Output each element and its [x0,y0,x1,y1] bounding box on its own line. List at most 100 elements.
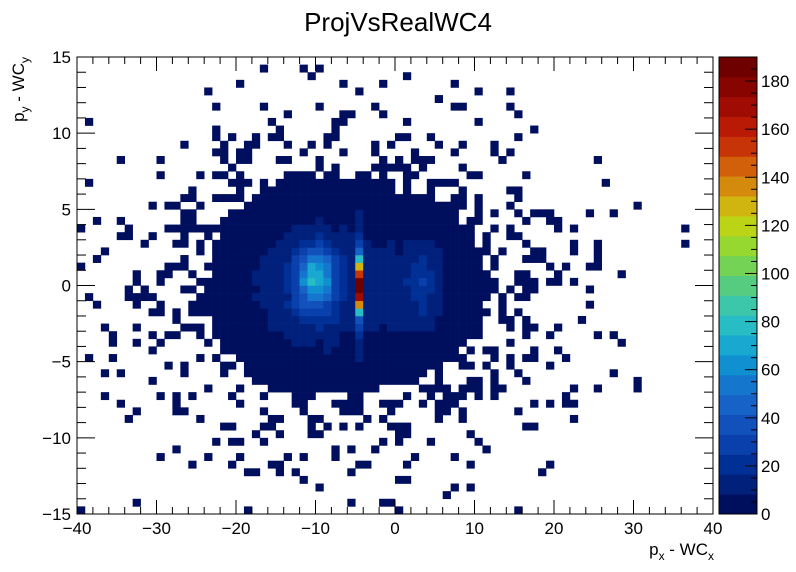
heatmap-cell [259,361,269,370]
heatmap-cell [228,346,237,355]
heatmap-cell [379,308,388,317]
heatmap-cell [482,247,491,256]
heatmap-cell [522,239,531,248]
heatmap-cell [426,216,436,225]
heatmap-cell [259,277,269,286]
heatmap-cell [363,247,372,256]
heatmap-cell [514,506,523,515]
heatmap-cell [236,453,245,461]
heatmap-cell [331,239,340,248]
heatmap-cell [283,361,292,370]
heatmap-cell [188,186,197,195]
y-axis-ticks: −15 −10 −5 0 5 10 15 [42,48,713,524]
heatmap-cell [371,194,380,203]
heatmap-cell [418,270,428,279]
colorbar [718,56,758,515]
heatmap-cell [450,293,459,302]
heatmap-cell [522,422,531,431]
heatmap-cell [156,392,165,401]
heatmap-cell [466,224,475,233]
heatmap-cell [585,285,595,294]
heatmap-cell [355,239,364,248]
heatmap-cell [156,270,165,279]
heatmap-cell [331,270,340,279]
heatmap-cell [355,171,364,180]
heatmap-cell [267,232,277,241]
heatmap-cell [77,262,86,271]
heatmap-cell [243,300,253,309]
heatmap-cell [251,331,261,340]
heatmap-cell [442,239,451,248]
heatmap-cell [267,224,277,233]
heatmap-cell [220,232,229,241]
colorbar-segment [719,255,757,276]
heatmap-cell [307,277,316,286]
heatmap-cell [450,285,459,294]
heatmap-cell [108,331,118,340]
heatmap-cell [355,384,364,393]
heatmap-cell [220,323,229,332]
heatmap-cell [379,293,388,302]
heatmap-cell [275,468,284,477]
heatmap-cell [307,171,316,180]
heatmap-cell [236,232,245,241]
heatmap-cell [164,361,173,370]
x-tick-label: −20 [222,519,251,538]
heatmap-cell [395,315,404,324]
heatmap-cell [172,239,181,248]
heatmap-cell [442,293,451,302]
heatmap-cell [220,156,229,164]
heatmap-cell [228,133,237,142]
heatmap-cell [434,277,443,286]
heatmap-cell [514,270,523,279]
heatmap-cell [299,216,308,225]
heatmap-cell [220,171,229,180]
heatmap-cell [387,255,396,263]
colorbar-segment [719,414,757,435]
heatmap-cell [395,293,404,302]
heatmap-cell [251,201,261,210]
heatmap-cell [315,346,324,355]
heatmap-cell [339,285,348,294]
heatmap-cell [116,156,125,164]
heatmap-cell [315,216,324,225]
chart-title: ProjVsRealWC4 [304,7,492,37]
heatmap-cell [283,354,292,362]
heatmap-cell [466,384,475,393]
heatmap-cell [243,361,253,370]
heatmap-cell [236,194,245,203]
heatmap-cell [379,498,388,507]
x-tick-label: 0 [390,519,399,538]
x-axis-ticks: −40 −30 −20 −10 0 10 20 30 40 [63,57,722,538]
heatmap-cell [442,491,451,500]
heatmap-cell [442,216,451,225]
heatmap-cell [355,422,364,431]
heatmap-cell [458,300,467,309]
heatmap-cell [315,262,324,271]
heatmap-cell [355,255,364,263]
heatmap-cell [196,201,205,210]
heatmap-cell [283,453,292,461]
heatmap-cell [450,338,459,347]
heatmap-cell [442,255,451,263]
heatmap-cell [291,178,300,187]
heatmap-cell [482,293,491,302]
heatmap-cell [522,285,531,294]
heatmap-cell [236,270,245,279]
heatmap-cell [601,178,610,187]
heatmap-cell [546,331,555,340]
heatmap-cell [434,255,443,263]
heatmap-cell [204,262,213,271]
heatmap-cell [100,369,110,378]
heatmap-cell [108,354,118,362]
heatmap-cell [236,300,245,309]
heatmap-cell [466,361,475,370]
heatmap-cell [593,255,602,263]
heatmap-cell [387,140,396,149]
heatmap-cell [395,255,404,263]
heatmap-cell [402,285,412,294]
heatmap-cell [236,384,245,393]
heatmap-cell [347,399,356,408]
heatmap-cell [347,110,356,119]
